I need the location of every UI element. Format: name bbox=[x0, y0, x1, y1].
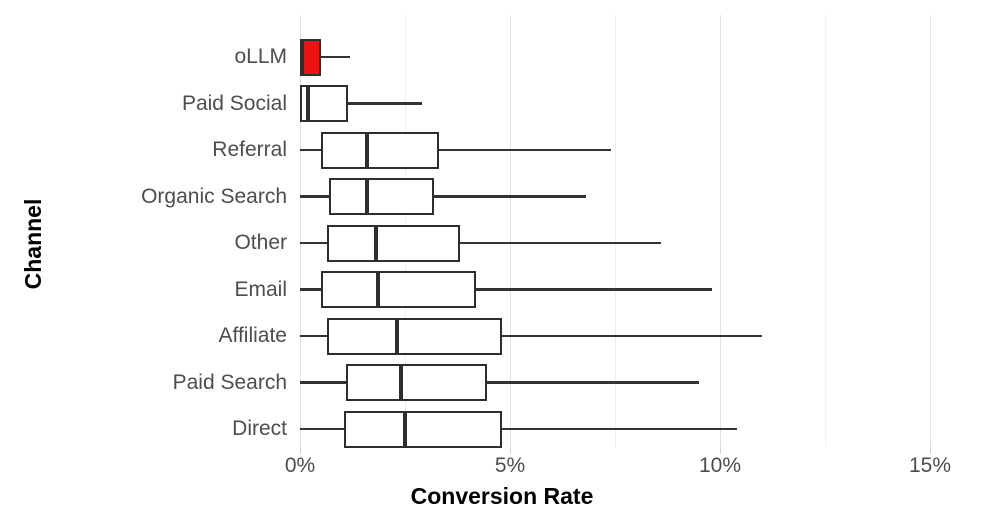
x-tick-label: 15% bbox=[908, 454, 952, 477]
median-paid-search bbox=[398, 364, 403, 401]
box-affiliate bbox=[327, 317, 502, 355]
major-gridline bbox=[510, 15, 511, 447]
y-category-label-direct: Direct bbox=[232, 417, 287, 440]
whisker-lower-referral bbox=[300, 148, 321, 152]
whisker-lower-direct bbox=[300, 427, 345, 431]
whisker-upper-organic-search bbox=[434, 195, 586, 198]
major-gridline bbox=[300, 15, 301, 447]
x-axis-title: Conversion Rate bbox=[410, 483, 594, 509]
x-tick-label: 5% bbox=[494, 454, 526, 477]
major-gridline bbox=[930, 15, 931, 447]
y-category-label-organic-search: Organic Search bbox=[141, 184, 287, 208]
whisker-lower-organic-search bbox=[300, 195, 330, 198]
median-direct bbox=[403, 410, 407, 448]
whisker-upper-direct bbox=[501, 427, 737, 431]
box-organic-search bbox=[329, 178, 435, 215]
box-referral bbox=[321, 131, 439, 169]
y-category-label-paid-social: Paid Social bbox=[181, 91, 287, 115]
x-axis-tick bbox=[300, 447, 301, 454]
median-paid-social bbox=[306, 85, 311, 122]
y-category-label-paid-search: Paid Search bbox=[172, 370, 287, 394]
whisker-upper-email bbox=[476, 288, 712, 291]
box-paid-search bbox=[346, 364, 487, 401]
minor-gridline bbox=[825, 15, 826, 447]
x-tick-label: 0% bbox=[284, 454, 316, 477]
box-email bbox=[321, 271, 477, 308]
x-axis-tick bbox=[510, 447, 511, 454]
whisker-upper-paid-social bbox=[348, 102, 422, 105]
box-direct bbox=[344, 410, 502, 448]
whisker-upper-paid-search bbox=[486, 381, 699, 384]
y-category-label-affiliate: Affiliate bbox=[218, 324, 288, 347]
whisker-upper-referral bbox=[438, 148, 611, 152]
whisker-lower-other bbox=[300, 241, 328, 245]
median-referral bbox=[365, 131, 370, 169]
x-axis-tick bbox=[720, 447, 721, 454]
whisker-upper-other bbox=[459, 241, 662, 245]
whisker-lower-paid-search bbox=[300, 381, 347, 384]
major-gridline bbox=[720, 15, 721, 447]
whisker-upper-affiliate bbox=[501, 334, 762, 338]
median-email bbox=[375, 271, 380, 308]
whisker-lower-email bbox=[300, 288, 321, 291]
median-ollm bbox=[300, 38, 305, 76]
minor-gridline bbox=[615, 15, 616, 447]
whisker-upper-ollm bbox=[321, 55, 351, 59]
y-category-label-referral: Referral bbox=[212, 138, 287, 161]
median-organic-search bbox=[365, 178, 370, 215]
median-affiliate bbox=[394, 317, 399, 355]
x-axis-tick bbox=[930, 447, 931, 454]
box-other bbox=[327, 224, 460, 262]
y-category-label-other: Other bbox=[234, 231, 287, 254]
y-category-label-email: Email bbox=[234, 277, 287, 301]
y-category-label-ollm: oLLM bbox=[234, 45, 287, 68]
median-other bbox=[373, 224, 378, 262]
whisker-lower-affiliate bbox=[300, 334, 328, 338]
x-tick-label: 10% bbox=[698, 454, 742, 477]
